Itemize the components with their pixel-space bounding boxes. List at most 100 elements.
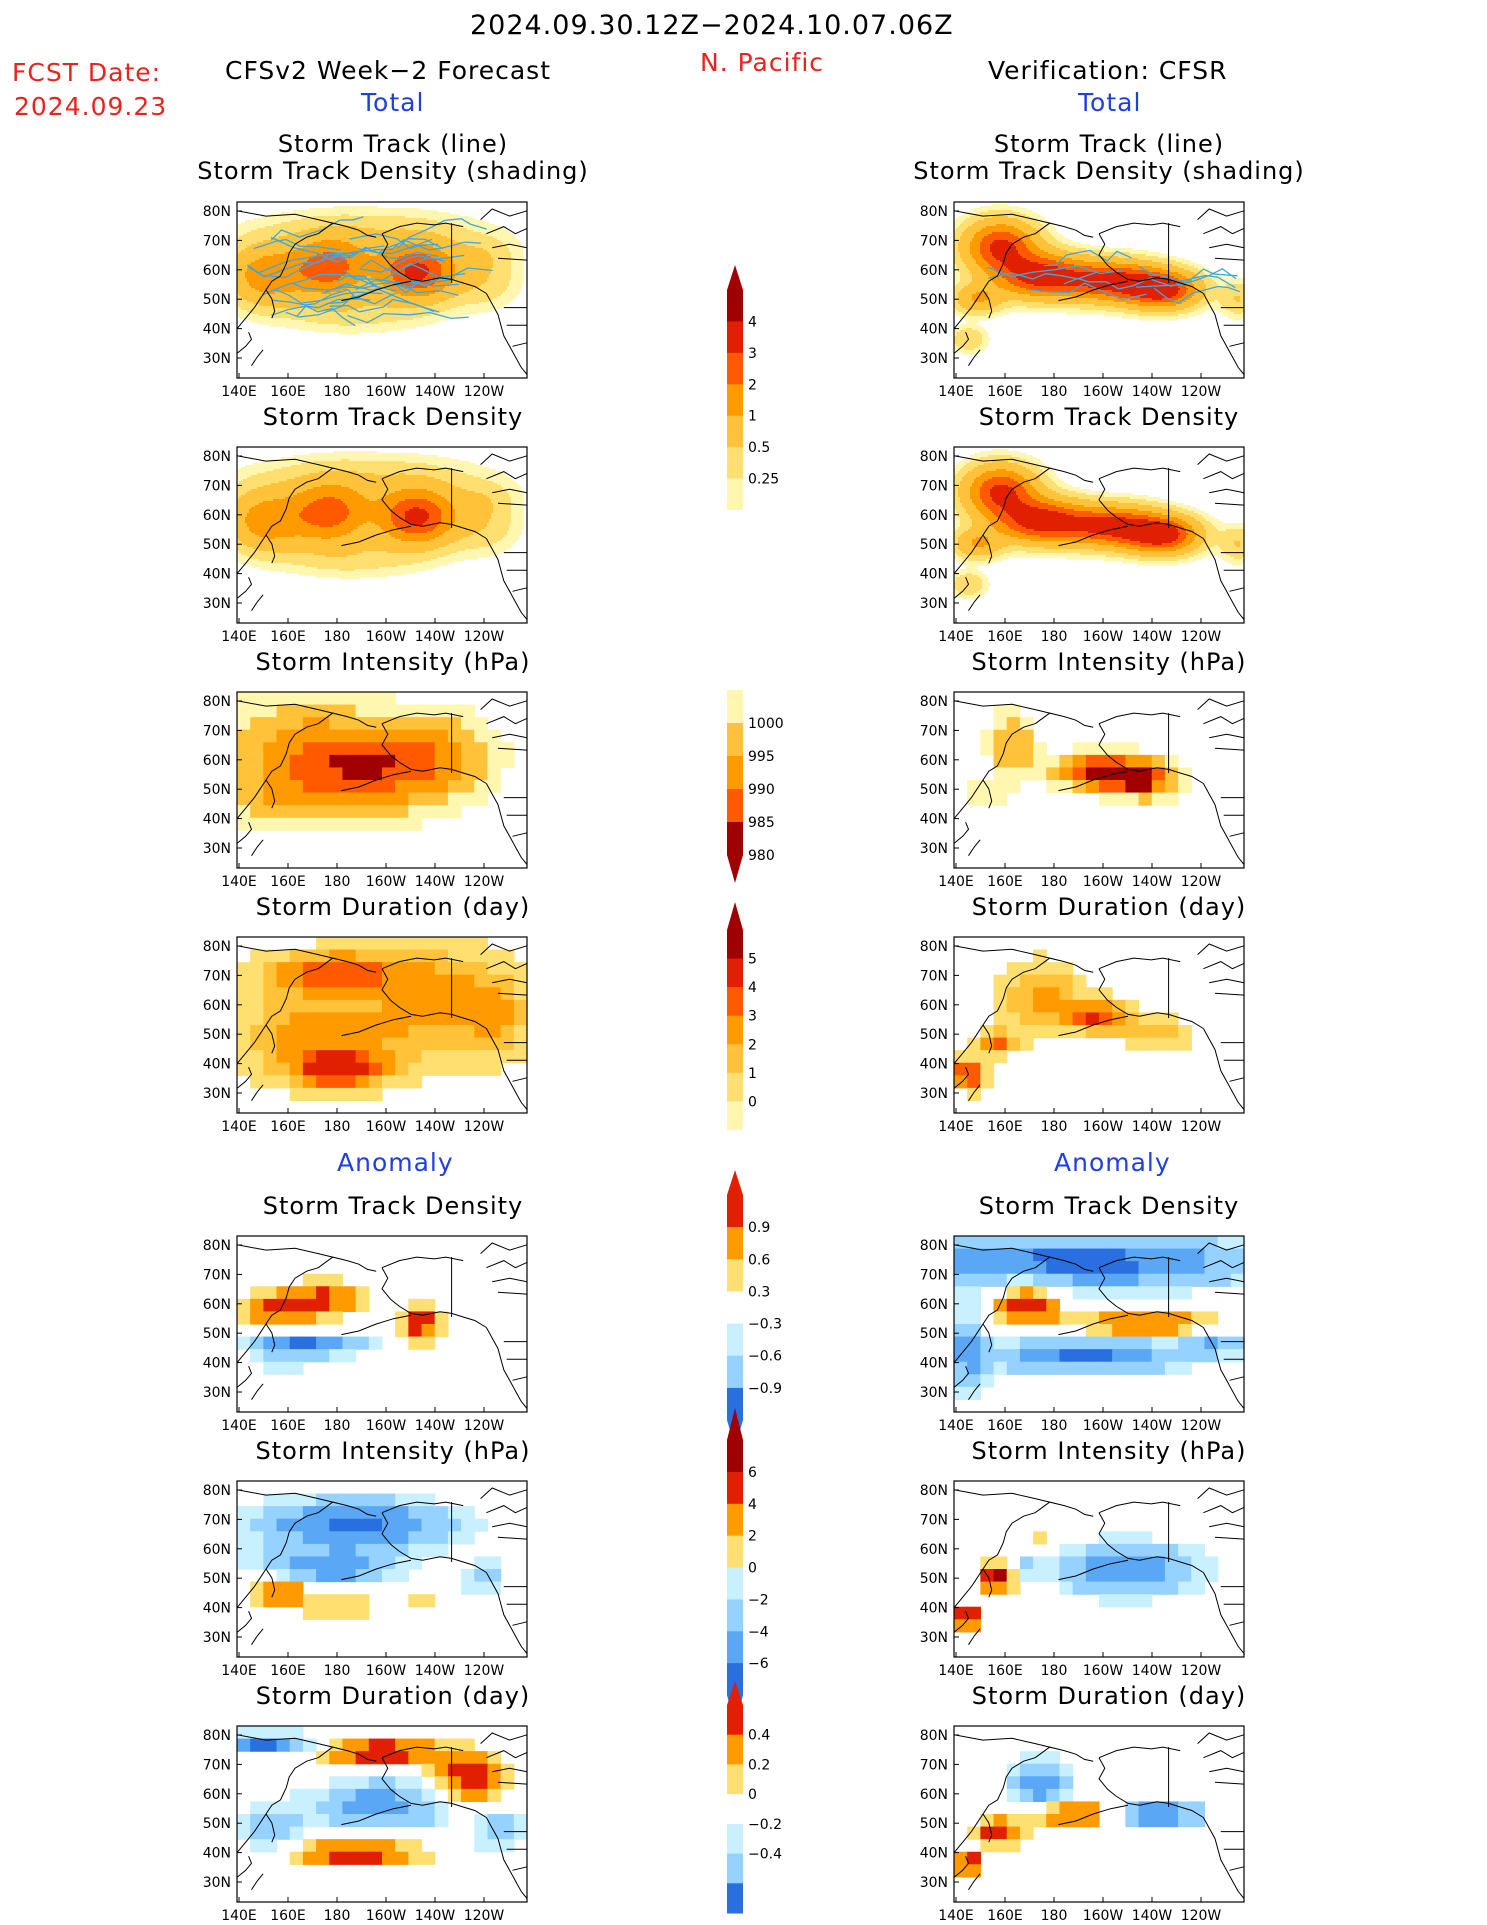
left-anom_duration-lon-tick: 120W [464, 1908, 505, 1924]
left-density-lat-tick: 80N [203, 449, 231, 465]
left-density-lon-tick: 160E [270, 629, 306, 645]
right-track-lat-tick: 60N [920, 263, 948, 279]
left-track-lon-tick: 160W [366, 384, 407, 400]
left-duration-lon-tick: 140E [221, 1119, 257, 1135]
left-anom_density-lon-tick: 140W [415, 1418, 456, 1434]
right-density-lon-tick: 160E [987, 629, 1023, 645]
colorbar-anom_duration-label: −0.2 [748, 1817, 782, 1833]
left-anom_density-lon-tick: 160W [366, 1418, 407, 1434]
right-anom_duration-lat-tick: 60N [920, 1787, 948, 1803]
left-anom_density-lat-tick: 40N [203, 1356, 231, 1372]
right-anom_intensity-lon-tick: 140W [1132, 1663, 1173, 1679]
left-density-lat-tick: 60N [203, 508, 231, 524]
left-intensity-lat-tick: 30N [203, 841, 231, 857]
right-anom_intensity-lon-tick: 140E [938, 1663, 974, 1679]
right-anom_duration-lat-tick: 40N [920, 1846, 948, 1862]
left-anom_duration-lon-tick: 180 [324, 1908, 351, 1924]
left-anom_intensity-lat-tick: 70N [203, 1512, 231, 1528]
left-density-lon-tick: 160W [366, 629, 407, 645]
right-anom_density-lon-tick: 160W [1083, 1418, 1124, 1434]
left-duration-lon-tick: 160W [366, 1119, 407, 1135]
colorbar-anom_intensity-label: 4 [748, 1497, 757, 1513]
left-anom_duration-lat-tick: 70N [203, 1757, 231, 1773]
right-track-lon-tick: 160W [1083, 384, 1124, 400]
right-anom_duration-lon-tick: 160E [987, 1908, 1023, 1924]
right-anom_density-lon-tick: 140E [938, 1418, 974, 1434]
right-density-lon-tick: 140E [938, 629, 974, 645]
right-anom_intensity-lon-tick: 120W [1181, 1663, 1222, 1679]
left-duration-lat-tick: 60N [203, 998, 231, 1014]
colorbar-intensity-label: 985 [748, 815, 775, 831]
colorbar-anom_intensity-label: 2 [748, 1529, 757, 1545]
left-duration-lon-tick: 120W [464, 1119, 505, 1135]
left-intensity-lat-tick: 40N [203, 812, 231, 828]
colorbar-anom_density-label: −0.9 [748, 1381, 782, 1397]
right-track-lat-tick: 50N [920, 292, 948, 308]
right-anom_intensity-lat-tick: 30N [920, 1630, 948, 1646]
left-track-lon-tick: 180 [324, 384, 351, 400]
left-anom_density-lat-tick: 70N [203, 1267, 231, 1283]
right-density-lat-tick: 50N [920, 537, 948, 553]
right-density-lat-tick: 70N [920, 478, 948, 494]
right-anom_duration-lat-tick: 30N [920, 1875, 948, 1891]
right-anom_duration-lon-tick: 140E [938, 1908, 974, 1924]
right-intensity-lon-tick: 160W [1083, 874, 1124, 890]
right-duration-lon-tick: 160W [1083, 1119, 1124, 1135]
right-duration-lat-tick: 30N [920, 1086, 948, 1102]
left-anom_duration-lat-tick: 60N [203, 1787, 231, 1803]
right-anom_duration-lat-tick: 70N [920, 1757, 948, 1773]
left-track-lat-tick: 50N [203, 292, 231, 308]
right-density-lon-tick: 180 [1041, 629, 1068, 645]
colorbar-track_density-label: 2 [748, 377, 757, 393]
right-anom_density-lat-tick: 80N [920, 1238, 948, 1254]
left-intensity-lat-tick: 60N [203, 753, 231, 769]
left-intensity-lon-tick: 160W [366, 874, 407, 890]
right-intensity-lon-tick: 180 [1041, 874, 1068, 890]
left-intensity-lat-tick: 50N [203, 782, 231, 798]
left-duration-lon-tick: 140W [415, 1119, 456, 1135]
right-anom_duration-lon-tick: 120W [1181, 1908, 1222, 1924]
right-anom_intensity-lon-tick: 160E [987, 1663, 1023, 1679]
right-anom_density-lon-tick: 160E [987, 1418, 1023, 1434]
left-intensity-lon-tick: 180 [324, 874, 351, 890]
left-anom_duration-lat-tick: 30N [203, 1875, 231, 1891]
left-anom_density-lat-tick: 80N [203, 1238, 231, 1254]
colorbar-anom_density-label: 0.9 [748, 1220, 770, 1236]
left-anom_duration-lon-tick: 160W [366, 1908, 407, 1924]
left-density-lat-tick: 50N [203, 537, 231, 553]
left-track-lat-tick: 80N [203, 204, 231, 220]
right-anom_density-lon-tick: 140W [1132, 1418, 1173, 1434]
colorbar-anom_intensity-label: −2 [748, 1592, 769, 1608]
left-anom_density-lat-tick: 50N [203, 1326, 231, 1342]
left-duration-lat-tick: 80N [203, 939, 231, 955]
left-track-lat-tick: 40N [203, 322, 231, 338]
left-anom_duration-lat-tick: 50N [203, 1816, 231, 1832]
left-anom_density-lat-tick: 60N [203, 1297, 231, 1313]
right-intensity-lat-tick: 70N [920, 723, 948, 739]
right-track-lat-tick: 80N [920, 204, 948, 220]
colorbar-intensity-label: 1000 [748, 716, 784, 732]
colorbar-duration-label: 2 [748, 1037, 757, 1053]
right-anom_duration-lon-tick: 180 [1041, 1908, 1068, 1924]
left-density-lon-tick: 180 [324, 629, 351, 645]
left-density-lon-tick: 120W [464, 629, 505, 645]
left-anom_intensity-lon-tick: 160E [270, 1663, 306, 1679]
right-anom_density-lon-tick: 120W [1181, 1418, 1222, 1434]
right-density-lon-tick: 160W [1083, 629, 1124, 645]
left-anom_intensity-lat-tick: 30N [203, 1630, 231, 1646]
colorbar-duration-label: 0 [748, 1094, 757, 1110]
left-track-lon-tick: 140E [221, 384, 257, 400]
right-anom_density-lat-tick: 40N [920, 1356, 948, 1372]
left-duration-lon-tick: 180 [324, 1119, 351, 1135]
colorbar-track_density-label: 1 [748, 409, 757, 425]
